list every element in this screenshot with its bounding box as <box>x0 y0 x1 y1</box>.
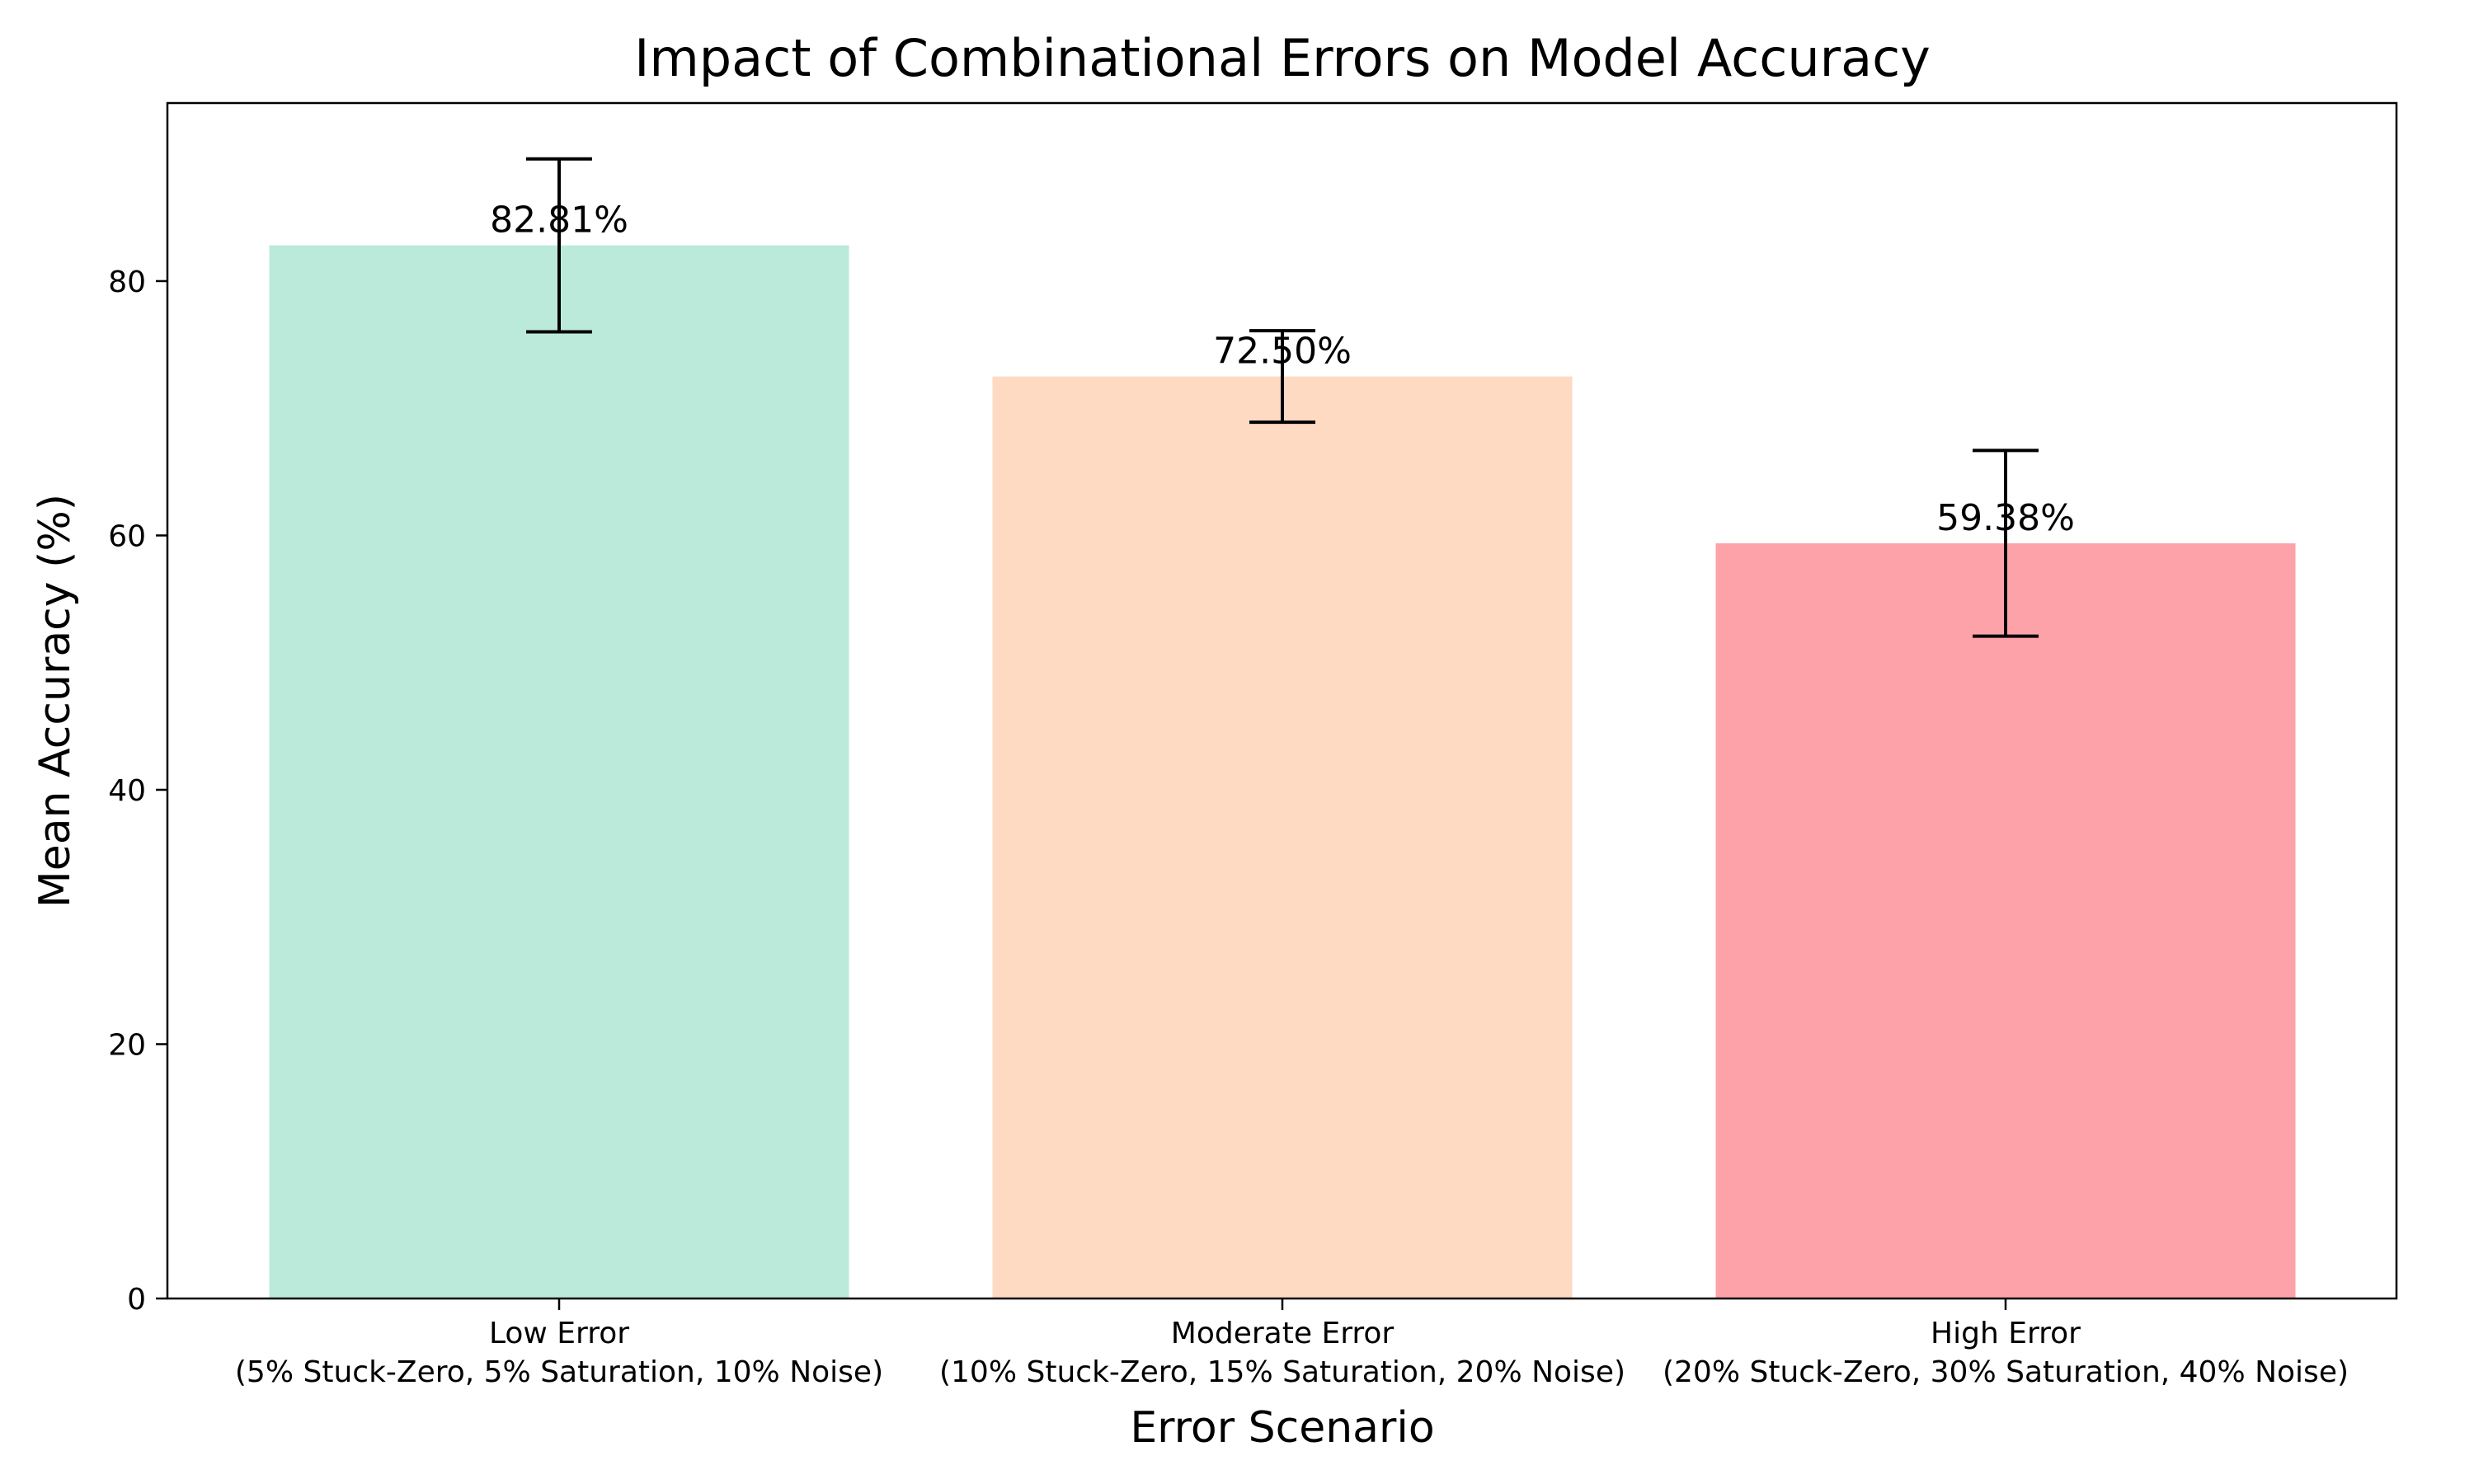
x-tick-sublabel-2: (10% Stuck-Zero, 15% Saturation, 20% Noi… <box>939 1355 1625 1389</box>
value-label-2: 72.50% <box>1213 331 1352 373</box>
x-tick-label-3: High Error <box>1931 1317 2081 1350</box>
y-axis: 0 20 40 60 80 <box>108 265 167 1317</box>
x-tick-label-2: Moderate Error <box>1171 1317 1395 1350</box>
y-tick-label-3: 60 <box>108 519 146 553</box>
x-tick-label-1: Low Error <box>489 1317 629 1350</box>
error-bars-group <box>526 157 2039 638</box>
bar-3 <box>1715 543 2296 1298</box>
y-tick-label-4: 80 <box>108 265 146 299</box>
y-tick-label-2: 40 <box>108 774 146 808</box>
x-tick-sublabel-3: (20% Stuck-Zero, 30% Saturation, 40% Noi… <box>1663 1355 2349 1389</box>
x-tick-sublabel-1: (5% Stuck-Zero, 5% Saturation, 10% Noise… <box>235 1355 883 1389</box>
chart-title: Impact of Combinational Errors on Model … <box>634 28 1931 88</box>
value-label-3: 59.38% <box>1936 497 2075 539</box>
y-tick-label-0: 0 <box>127 1283 146 1317</box>
value-label-1: 82.81% <box>490 200 628 242</box>
bars-group <box>269 245 2296 1298</box>
bar-2 <box>992 376 1573 1298</box>
bar-1 <box>269 245 849 1298</box>
x-axis: Low Error (5% Stuck-Zero, 5% Saturation, … <box>235 1298 2349 1389</box>
y-axis-label: Mean Accuracy (%) <box>31 494 80 908</box>
y-tick-label-1: 20 <box>108 1028 146 1062</box>
value-labels-group: 82.81% 72.50% 59.38% <box>490 200 2075 539</box>
x-axis-label: Error Scenario <box>1130 1403 1434 1453</box>
